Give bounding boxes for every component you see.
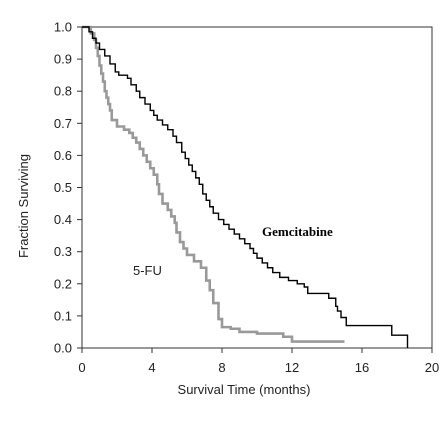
series-group	[82, 25, 409, 348]
x-axis-title: Survival Time (months)	[178, 382, 311, 397]
x-tick-label: 8	[218, 360, 225, 375]
x-tick-label: 16	[355, 360, 369, 375]
y-tick-label: 0.0	[54, 341, 72, 356]
x-tick-label: 4	[148, 360, 155, 375]
y-axis-title: Fraction Surviving	[16, 154, 31, 258]
y-tick-label: 0.9	[54, 52, 72, 67]
y-tick-label: 1.0	[54, 20, 72, 35]
gemcitabine-survival-curve	[82, 26, 409, 348]
y-tick-label: 0.4	[54, 212, 72, 227]
gemcitabine-annotation: Gemcitabine	[262, 224, 333, 239]
fu-survival-curve	[82, 25, 345, 343]
fu-annotation: 5-FU	[133, 263, 162, 278]
x-tick-label: 0	[78, 360, 85, 375]
tick-group: 0.0 0.1 0.2 0.3 0.4 0.5 0.6 0.7 0.8 0.9 1.0 0 4 8 12 16…	[54, 20, 439, 376]
y-tick-label: 0.6	[54, 148, 72, 163]
y-tick-label: 0.1	[54, 308, 72, 323]
x-tick-label: 12	[285, 360, 299, 375]
y-tick-label: 0.5	[54, 180, 72, 195]
plot-frame	[81, 26, 433, 349]
y-tick-label: 0.8	[54, 84, 72, 99]
y-tick-label: 0.7	[54, 116, 72, 131]
x-tick-label: 20	[425, 360, 439, 375]
y-tick-label: 0.3	[54, 244, 72, 259]
y-tick-label: 0.2	[54, 276, 72, 291]
